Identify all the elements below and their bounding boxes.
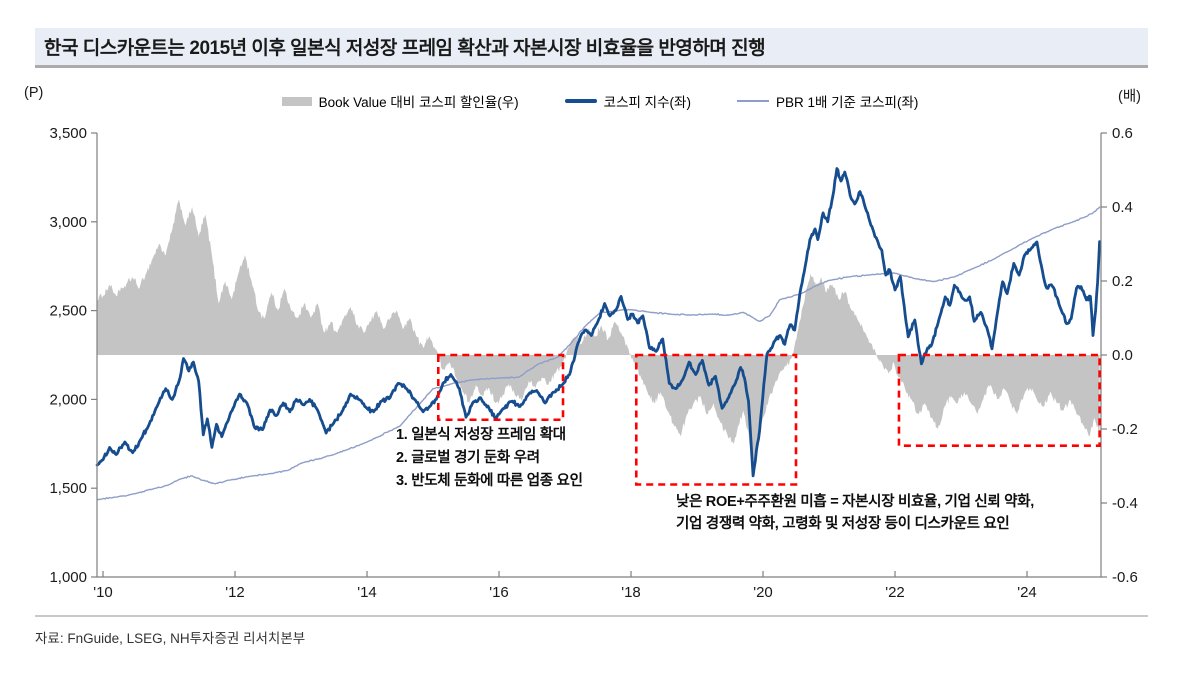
left-tick-label: 3,000 (49, 214, 87, 231)
annotation-discount-note: 낮은 ROE+주주환원 미흡 = 자본시장 비효율, 기업 신뢰 약화, 기업 … (676, 491, 1034, 535)
annotation-line: 낮은 ROE+주주환원 미흡 = 자본시장 비효율, 기업 신뢰 약화, (676, 494, 1034, 510)
annotation-line: 2. 글로벌 경기 둔화 우려 (396, 450, 540, 466)
legend-item-pbr: PBR 1배 기준 코스피(좌) (736, 91, 919, 111)
discount-area-path (97, 199, 1100, 478)
right-tick-label: 0.6 (1112, 125, 1133, 142)
pbr-line-path (96, 206, 1101, 501)
highlight-box (436, 353, 565, 422)
area-swatch-icon (281, 96, 312, 106)
chart-plot: 3,500 3,000 2,500 2,000 1,500 1,000 0.6 0.4 0.2 0… (49, 125, 1138, 600)
title-bar: 한국 디스카운트는 2015년 이후 일본식 저성장 프레임 확산과 자본시장 … (35, 28, 1148, 68)
x-tick-label: '12 (225, 584, 245, 600)
source-text: 자료: FnGuide, LSEG, NH투자증권 리서치본부 (35, 631, 306, 646)
footer: 자료: FnGuide, LSEG, NH투자증권 리서치본부 (35, 615, 1148, 647)
right-tick-label: -0.4 (1112, 495, 1138, 512)
highlight-box (897, 353, 1101, 447)
chart-container: (P) (배) 3,500 3,000 2,500 2,000 1,500 1,000 0.… (0, 85, 1200, 600)
annotation-line: 기업 경쟁력 약화, 고령화 및 저성장 등이 디스카운트 요인 (676, 516, 1010, 532)
x-tick-label: '18 (621, 584, 641, 600)
right-tick-label: -0.6 (1112, 569, 1138, 586)
x-tick-label: '10 (93, 584, 113, 600)
annotation-line: 1. 일본식 저성장 프레임 확대 (396, 427, 566, 443)
legend-label-pbr: PBR 1배 기준 코스피(좌) (775, 95, 919, 110)
page-title: 한국 디스카운트는 2015년 이후 일본식 저성장 프레임 확산과 자본시장 … (44, 38, 766, 59)
x-tick-label: '22 (885, 584, 905, 600)
x-tick-label: '20 (753, 584, 773, 600)
right-tick-label: 0.0 (1112, 347, 1133, 364)
left-axis-unit: (P) (24, 85, 44, 101)
chart-legend: Book Value 대비 코스피 할인율(우) 코스피 지수(좌) PBR 1… (50, 91, 1150, 111)
legend-label-discount: Book Value 대비 코스피 할인율(우) (318, 95, 519, 110)
thin-line-swatch-icon (736, 100, 769, 102)
annotation-line: 3. 반도체 둔화에 따른 업종 요인 (396, 473, 583, 489)
left-tick-label: 3,500 (49, 125, 87, 142)
legend-label-kospi: 코스피 지수(좌) (603, 95, 691, 110)
right-tick-label: -0.2 (1112, 421, 1138, 438)
x-tick-label: '24 (1017, 584, 1037, 600)
left-tick-label: 1,000 (49, 569, 87, 586)
right-tick-label: 0.4 (1112, 199, 1133, 216)
annotation-factors-2015: 1. 일본식 저성장 프레임 확대 2. 글로벌 경기 둔화 우려 3. 반도체… (396, 424, 583, 493)
right-tick-label: 0.2 (1112, 273, 1133, 290)
left-tick-label: 1,500 (49, 480, 87, 497)
kospi-line-path (95, 167, 1101, 478)
x-tick-label: '16 (489, 584, 509, 600)
footer-divider (35, 615, 1148, 617)
right-axis-unit: (배) (1118, 89, 1141, 105)
legend-item-discount: Book Value 대비 코스피 할인율(우) (281, 91, 519, 111)
x-tick-label: '14 (357, 584, 377, 600)
left-tick-label: 2,000 (49, 391, 87, 408)
line-swatch-icon (564, 99, 597, 103)
left-tick-label: 2,500 (49, 303, 87, 320)
legend-item-kospi: 코스피 지수(좌) (564, 91, 691, 111)
